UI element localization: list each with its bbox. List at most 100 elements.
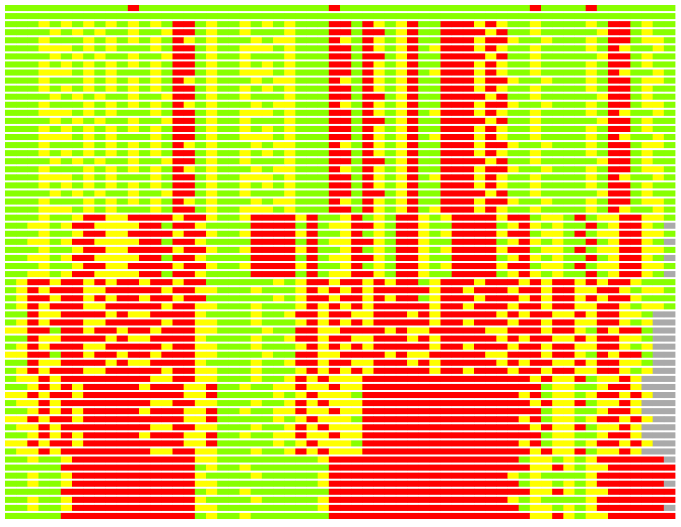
cell [27, 287, 39, 294]
cell [217, 238, 229, 245]
cell [663, 214, 676, 221]
cell [295, 440, 307, 447]
cell [541, 359, 553, 366]
cell [619, 440, 631, 447]
cell [116, 424, 129, 431]
cell [306, 29, 319, 36]
cell [183, 182, 196, 189]
cell [5, 230, 17, 237]
cell [116, 512, 129, 519]
cell [273, 287, 285, 294]
cell [306, 480, 319, 487]
cell [328, 158, 341, 165]
cell [183, 134, 196, 141]
cell [139, 230, 151, 237]
cell [451, 190, 464, 197]
cell [161, 359, 173, 366]
cell [49, 45, 62, 52]
cell [284, 158, 296, 165]
cell [183, 93, 196, 100]
cell [261, 13, 274, 20]
cell [5, 416, 17, 423]
cell [630, 424, 642, 431]
cell [27, 5, 39, 12]
cell [641, 85, 654, 92]
cell [619, 287, 631, 294]
cell [172, 150, 185, 157]
cell [440, 125, 453, 132]
cell [94, 263, 106, 270]
cell [94, 238, 106, 245]
cell [395, 295, 408, 302]
cell [206, 279, 218, 286]
cell [261, 311, 274, 318]
cell [60, 77, 73, 84]
cell [563, 311, 575, 318]
cell [116, 279, 129, 286]
cell [451, 440, 464, 447]
cell [317, 206, 330, 213]
cell [295, 416, 307, 423]
cell [206, 69, 218, 76]
cell [27, 206, 39, 213]
cell [373, 400, 386, 407]
cell [574, 93, 587, 100]
cell [228, 158, 240, 165]
cell [228, 311, 240, 318]
cell [295, 198, 307, 205]
cell [619, 222, 631, 229]
cell [529, 101, 542, 108]
cell [630, 254, 642, 261]
cell [496, 512, 508, 519]
cell [60, 214, 73, 221]
cell [139, 5, 151, 12]
cell [429, 488, 441, 495]
cell [116, 117, 129, 124]
cell [317, 13, 330, 20]
cell [49, 5, 62, 12]
cell [261, 5, 274, 12]
cell [194, 408, 207, 415]
cell [340, 295, 352, 302]
cell [351, 375, 363, 382]
cell [273, 400, 285, 407]
cell [518, 142, 531, 149]
cell [407, 367, 419, 374]
cell [340, 254, 352, 261]
cell [139, 198, 151, 205]
cell [161, 351, 173, 358]
cell [384, 61, 397, 68]
cell [5, 117, 17, 124]
cell [239, 69, 252, 76]
cell [585, 13, 598, 20]
cell [574, 480, 587, 487]
cell [407, 166, 419, 173]
cell [418, 85, 430, 92]
cell [384, 93, 397, 100]
cell [60, 375, 73, 382]
cell [228, 504, 240, 511]
cell [418, 303, 430, 310]
cell [83, 408, 95, 415]
cell [127, 335, 140, 342]
cell [485, 319, 497, 326]
cell [429, 125, 441, 132]
cell [384, 254, 397, 261]
cell [72, 287, 84, 294]
cell [273, 392, 285, 399]
cell [418, 13, 430, 20]
cell [228, 182, 240, 189]
cell [228, 383, 240, 390]
cell [5, 150, 17, 157]
cell [552, 190, 564, 197]
cell [529, 45, 542, 52]
cell [217, 13, 229, 20]
cell [38, 85, 51, 92]
cell [552, 496, 564, 503]
cell [440, 190, 453, 197]
cell [194, 109, 207, 116]
cell [261, 392, 274, 399]
cell [317, 5, 330, 12]
cell [284, 287, 296, 294]
cell [384, 287, 397, 294]
